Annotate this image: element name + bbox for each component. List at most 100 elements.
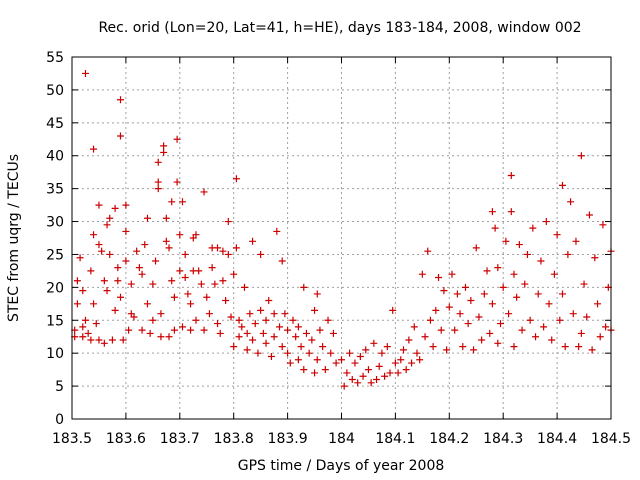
data-point — [170, 293, 178, 301]
y-tick-labels: 0 5 10 15 20 25 30 35 40 45 50 55 — [46, 50, 64, 428]
x-tick-labels: 183.5 183.6 183.7 183.8 183.9 184 184.1 184.2 18… — [52, 431, 631, 447]
data-point — [114, 277, 122, 285]
data-point — [246, 310, 254, 318]
data-point — [106, 214, 114, 222]
data-point — [208, 264, 216, 272]
data-point — [558, 290, 566, 298]
data-point — [311, 369, 319, 377]
data-point — [445, 303, 453, 311]
data-point — [569, 310, 577, 318]
data-point — [480, 290, 488, 298]
data-point — [488, 300, 496, 308]
data-point — [561, 343, 569, 351]
data-point — [227, 313, 235, 321]
data-point — [391, 359, 399, 367]
data-point — [443, 346, 451, 354]
data-point — [408, 359, 416, 367]
data-point — [399, 346, 407, 354]
data-point — [507, 208, 515, 216]
data-point — [114, 264, 122, 272]
data-point — [249, 336, 257, 344]
data-point — [98, 247, 106, 255]
data-point — [108, 336, 116, 344]
data-point — [397, 356, 405, 364]
data-point — [319, 343, 327, 351]
data-point — [510, 343, 518, 351]
data-point — [138, 270, 146, 278]
data-point — [294, 356, 302, 364]
data-point — [453, 290, 461, 298]
data-point — [73, 300, 81, 308]
data-point — [181, 273, 189, 281]
data-point — [168, 198, 176, 206]
data-point — [286, 359, 294, 367]
data-point — [405, 336, 413, 344]
data-point — [90, 231, 98, 239]
data-point — [294, 323, 302, 331]
data-point — [133, 247, 141, 255]
data-point — [216, 329, 224, 337]
data-point — [176, 267, 184, 275]
data-point — [222, 297, 230, 305]
x-tick-label: 183.7 — [160, 431, 200, 447]
data-point — [160, 142, 168, 150]
data-point — [211, 280, 219, 288]
data-point — [580, 280, 588, 288]
data-point — [95, 201, 103, 209]
data-point — [238, 323, 246, 331]
data-point — [494, 264, 502, 272]
data-point — [416, 356, 424, 364]
data-point — [373, 376, 381, 384]
data-point — [254, 349, 262, 357]
data-point — [157, 333, 165, 341]
data-point — [160, 148, 168, 156]
data-point — [378, 349, 386, 357]
data-point — [162, 237, 170, 245]
data-point — [534, 290, 542, 298]
data-point — [192, 231, 200, 239]
data-point — [532, 333, 540, 341]
data-point — [545, 300, 553, 308]
data-point — [270, 310, 278, 318]
data-point — [518, 326, 526, 334]
data-point — [176, 231, 184, 239]
data-point — [76, 254, 84, 262]
data-point — [461, 283, 469, 291]
data-point — [146, 329, 154, 337]
data-point — [90, 145, 98, 153]
data-point — [192, 316, 200, 324]
data-point — [354, 379, 362, 387]
data-point — [87, 336, 95, 344]
data-point — [437, 326, 445, 334]
data-point — [300, 366, 308, 374]
data-point — [154, 178, 162, 186]
data-point — [232, 175, 240, 183]
data-point — [143, 214, 151, 222]
data-point — [537, 257, 545, 265]
x-tick-label: 184.4 — [537, 431, 577, 447]
data-point — [178, 198, 186, 206]
data-point — [316, 326, 324, 334]
y-tick-label: 30 — [46, 215, 64, 231]
data-point — [73, 277, 81, 285]
y-tick-label: 15 — [46, 313, 64, 329]
data-point — [165, 333, 173, 341]
data-point — [459, 343, 467, 351]
data-point — [375, 362, 383, 370]
data-point — [583, 313, 591, 321]
y-tick-label: 55 — [46, 50, 64, 66]
data-point — [305, 349, 313, 357]
data-point — [127, 280, 135, 288]
data-point — [289, 316, 297, 324]
data-point — [122, 201, 130, 209]
data-point — [181, 250, 189, 258]
data-point — [81, 316, 89, 324]
data-point — [332, 359, 340, 367]
data-point — [402, 366, 410, 374]
data-point — [79, 287, 87, 295]
data-point — [205, 310, 213, 318]
data-point — [197, 280, 205, 288]
data-point — [497, 320, 505, 328]
data-point — [418, 270, 426, 278]
data-point — [464, 320, 472, 328]
